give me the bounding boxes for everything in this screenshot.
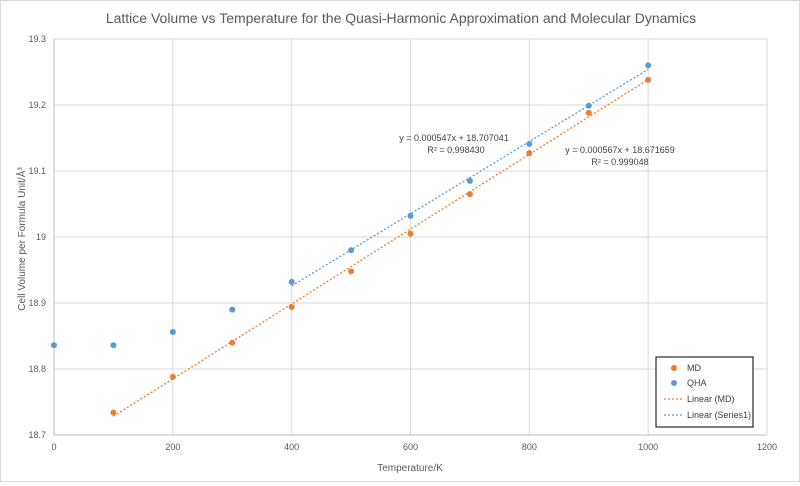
chart-title: Lattice Volume vs Temperature for the Qu…: [106, 10, 696, 26]
y-tick-label: 19.1: [28, 166, 46, 176]
trendline-qha-r2: R² = 0.998430: [427, 145, 484, 155]
data-point-qha: [407, 212, 414, 219]
trendline-qha-equation: y = 0.000547x + 18.707041: [399, 133, 509, 143]
tick-labels: 0 200 400 600 800 1000 1200 18.7 18.8 18.9 19 19.1 1…: [28, 34, 777, 452]
x-tick-label: 200: [165, 442, 180, 452]
data-point-qha: [288, 278, 295, 285]
axes: [53, 39, 767, 436]
data-point-qha: [645, 62, 652, 69]
data-point-md: [169, 373, 176, 380]
x-tick-label: 400: [284, 442, 299, 452]
data-point-md: [229, 339, 236, 346]
y-axis-label: Cell Volume per Formula Unit/Å³: [15, 167, 28, 311]
legend: MD QHA Linear (MD) Linear (Series1): [655, 356, 754, 428]
trendline-md-r2: R² = 0.999048: [591, 157, 648, 167]
y-tick-label: 18.8: [28, 364, 46, 374]
gridlines: [54, 38, 768, 435]
data-point-qha: [51, 342, 57, 349]
x-axis-label: Temperature/K: [377, 463, 443, 474]
data-point-md: [288, 303, 295, 310]
legend-md-marker: [671, 365, 677, 371]
trendline-md-equation: y = 0.000567x + 18.671659: [565, 145, 675, 155]
data-point-qha: [110, 342, 117, 349]
x-tick-label: 800: [522, 442, 537, 452]
data-points: [51, 62, 652, 416]
legend-md-label: MD: [687, 363, 701, 373]
data-point-md: [585, 109, 592, 116]
y-tick-label: 19.3: [28, 34, 46, 44]
trendline-linear-series1: [291, 68, 649, 287]
legend-linear-md-label: Linear (MD): [687, 394, 735, 404]
data-point-md: [407, 230, 414, 237]
x-tick-label: 1000: [638, 442, 658, 452]
y-tick-label: 19.2: [28, 100, 46, 110]
data-point-md: [110, 409, 117, 416]
data-point-qha: [348, 247, 355, 254]
y-tick-label: 18.9: [28, 298, 46, 308]
data-point-qha: [585, 102, 592, 109]
data-point-md: [348, 268, 355, 275]
data-point-qha: [229, 306, 236, 313]
trendlines: [113, 68, 649, 417]
legend-qha-label: QHA: [687, 378, 707, 388]
y-tick-label: 18.7: [28, 430, 46, 440]
y-tick-label: 19: [36, 232, 46, 242]
trendline-linear-md: [113, 78, 649, 417]
data-point-qha: [466, 177, 473, 184]
data-point-md: [526, 150, 533, 157]
data-point-qha: [169, 329, 176, 336]
x-tick-label: 1200: [757, 442, 777, 452]
data-point-md: [466, 191, 473, 198]
x-tick-label: 600: [403, 442, 418, 452]
data-point-md: [645, 76, 652, 83]
legend-linear-series1-label: Linear (Series1): [687, 410, 751, 420]
legend-qha-marker: [671, 380, 677, 386]
x-tick-label: 0: [51, 442, 56, 452]
data-point-qha: [526, 140, 533, 147]
